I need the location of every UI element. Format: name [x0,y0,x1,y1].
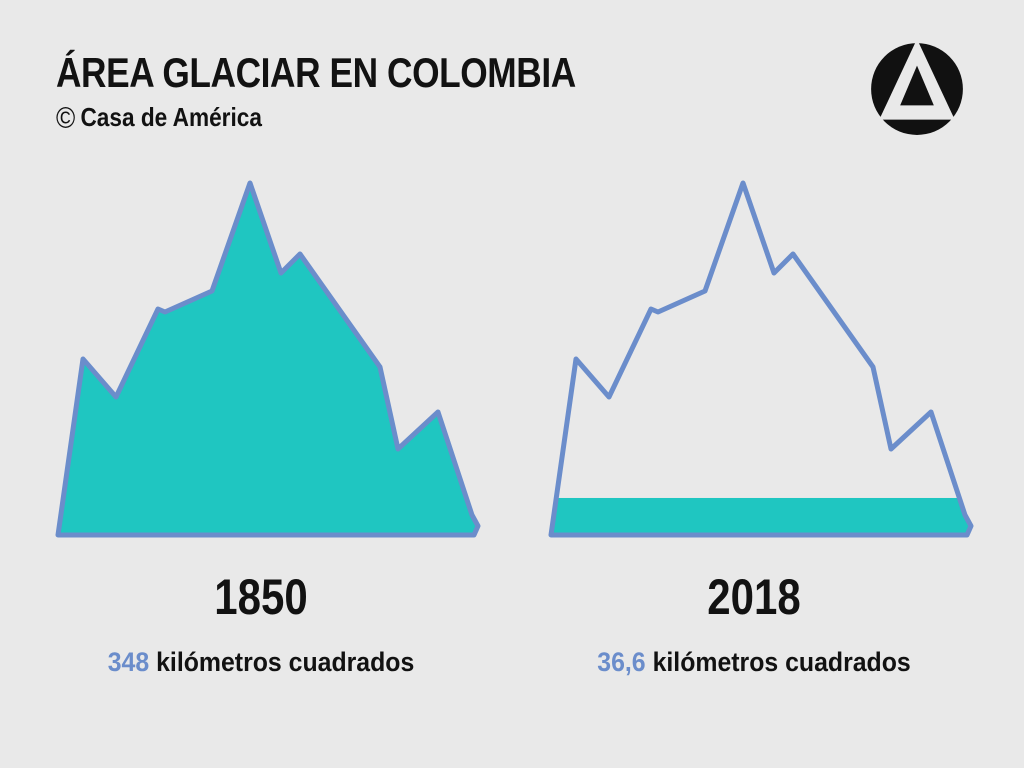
value-line-2018: 36,6 kilómetros cuadrados [551,646,958,678]
copyright-icon: © [56,102,76,135]
year-label-2018: 2018 [707,569,801,625]
page-title: ÁREA GLACIAR EN COLOMBIA [56,49,576,96]
value-number-2018: 36,6 [597,647,646,677]
mountain-1850-glacier-area [55,180,481,538]
mountain-2018-shape [548,180,974,538]
glacier-fill-strip [551,497,971,535]
logo-letter-a-counter [900,65,934,106]
credit-text: Casa de América [80,102,262,132]
casa-de-america-logo-icon [871,39,963,135]
mountain-2018-outline [548,180,974,538]
value-unit-1850: kilómetros cuadrados [156,647,415,677]
credit-line: © Casa de América [56,102,262,135]
value-unit-2018: kilómetros cuadrados [652,647,911,677]
value-number-1850: 348 [107,647,150,677]
value-line-1850: 348 kilómetros cuadrados [58,646,465,678]
year-label-1850: 1850 [214,569,308,625]
mountain-1850-shape [55,180,481,538]
